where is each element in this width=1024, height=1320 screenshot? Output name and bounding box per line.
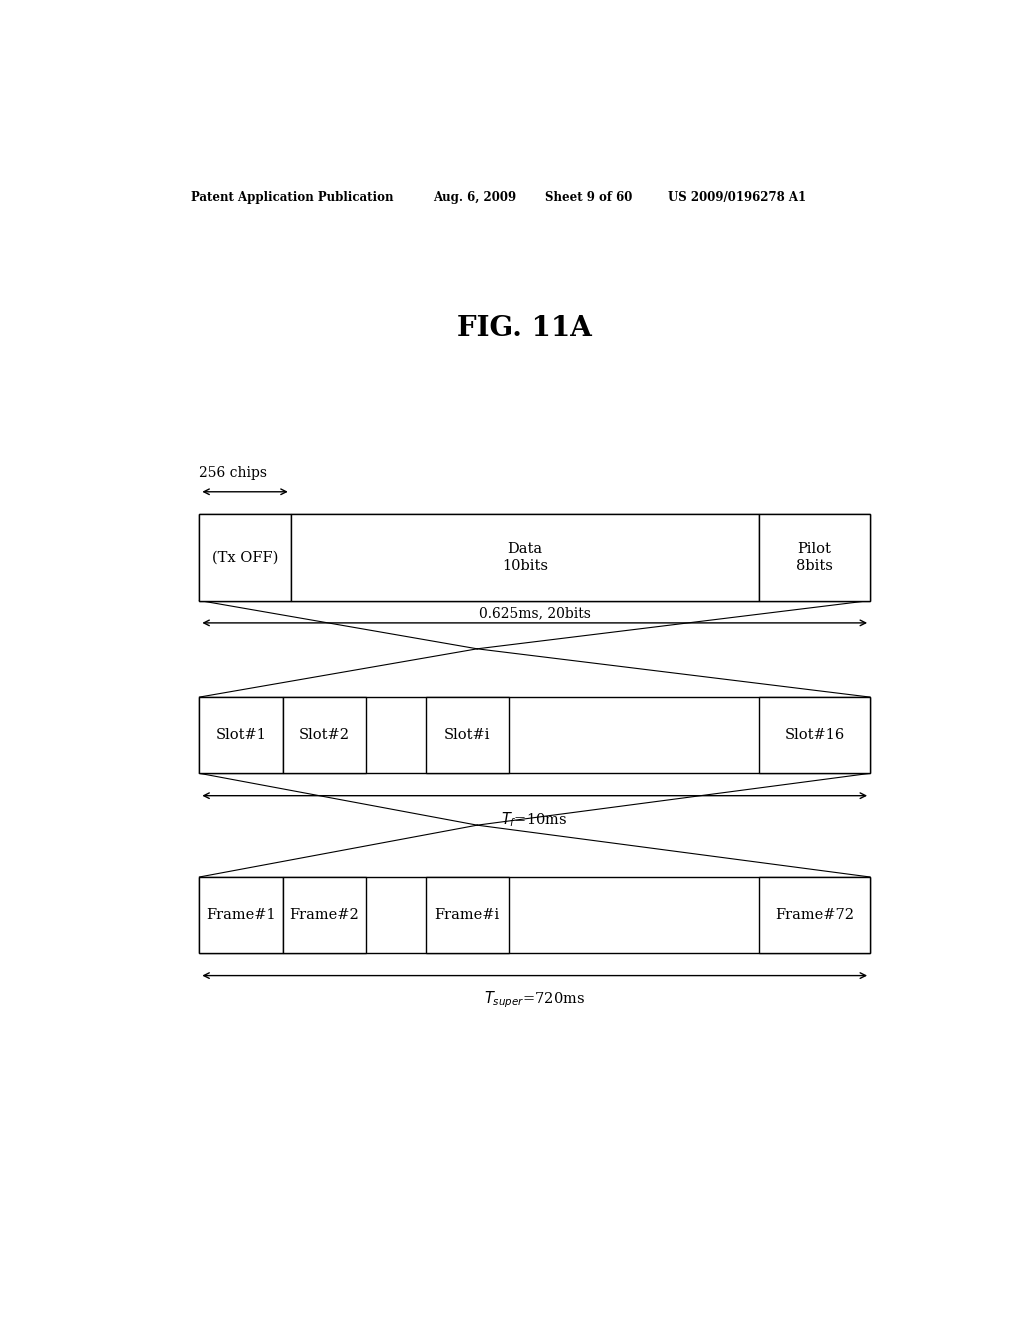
Bar: [200, 876, 870, 953]
Bar: [200, 697, 283, 774]
Text: Aug. 6, 2009: Aug. 6, 2009: [433, 191, 517, 205]
Text: Frame#i: Frame#i: [434, 908, 500, 923]
Text: $T_{super}$=720ms: $T_{super}$=720ms: [484, 990, 586, 1010]
Bar: [759, 876, 870, 953]
Text: Slot#2: Slot#2: [299, 729, 350, 742]
Text: Frame#72: Frame#72: [775, 908, 854, 923]
Bar: [200, 697, 870, 774]
Bar: [426, 697, 509, 774]
Text: US 2009/0196278 A1: US 2009/0196278 A1: [668, 191, 806, 205]
Bar: [200, 515, 291, 601]
Bar: [759, 697, 870, 774]
Text: $T_f$=10ms: $T_f$=10ms: [502, 810, 568, 829]
Text: Data
10bits: Data 10bits: [502, 541, 548, 573]
Bar: [283, 697, 367, 774]
Text: FIG. 11A: FIG. 11A: [458, 315, 592, 342]
Text: Frame#1: Frame#1: [206, 908, 275, 923]
Text: Pilot
8bits: Pilot 8bits: [796, 541, 833, 573]
Bar: [200, 515, 870, 601]
Bar: [426, 876, 509, 953]
Text: 0.625ms, 20bits: 0.625ms, 20bits: [479, 607, 591, 620]
Bar: [291, 515, 759, 601]
Text: Slot#i: Slot#i: [444, 729, 490, 742]
Text: Frame#2: Frame#2: [290, 908, 359, 923]
Text: Slot#1: Slot#1: [216, 729, 266, 742]
Text: Patent Application Publication: Patent Application Publication: [191, 191, 394, 205]
Bar: [283, 876, 367, 953]
Text: Sheet 9 of 60: Sheet 9 of 60: [545, 191, 632, 205]
Bar: [759, 515, 870, 601]
Text: Slot#16: Slot#16: [784, 729, 845, 742]
Bar: [200, 876, 283, 953]
Text: 256 chips: 256 chips: [200, 466, 267, 479]
Text: (Tx OFF): (Tx OFF): [212, 550, 279, 565]
